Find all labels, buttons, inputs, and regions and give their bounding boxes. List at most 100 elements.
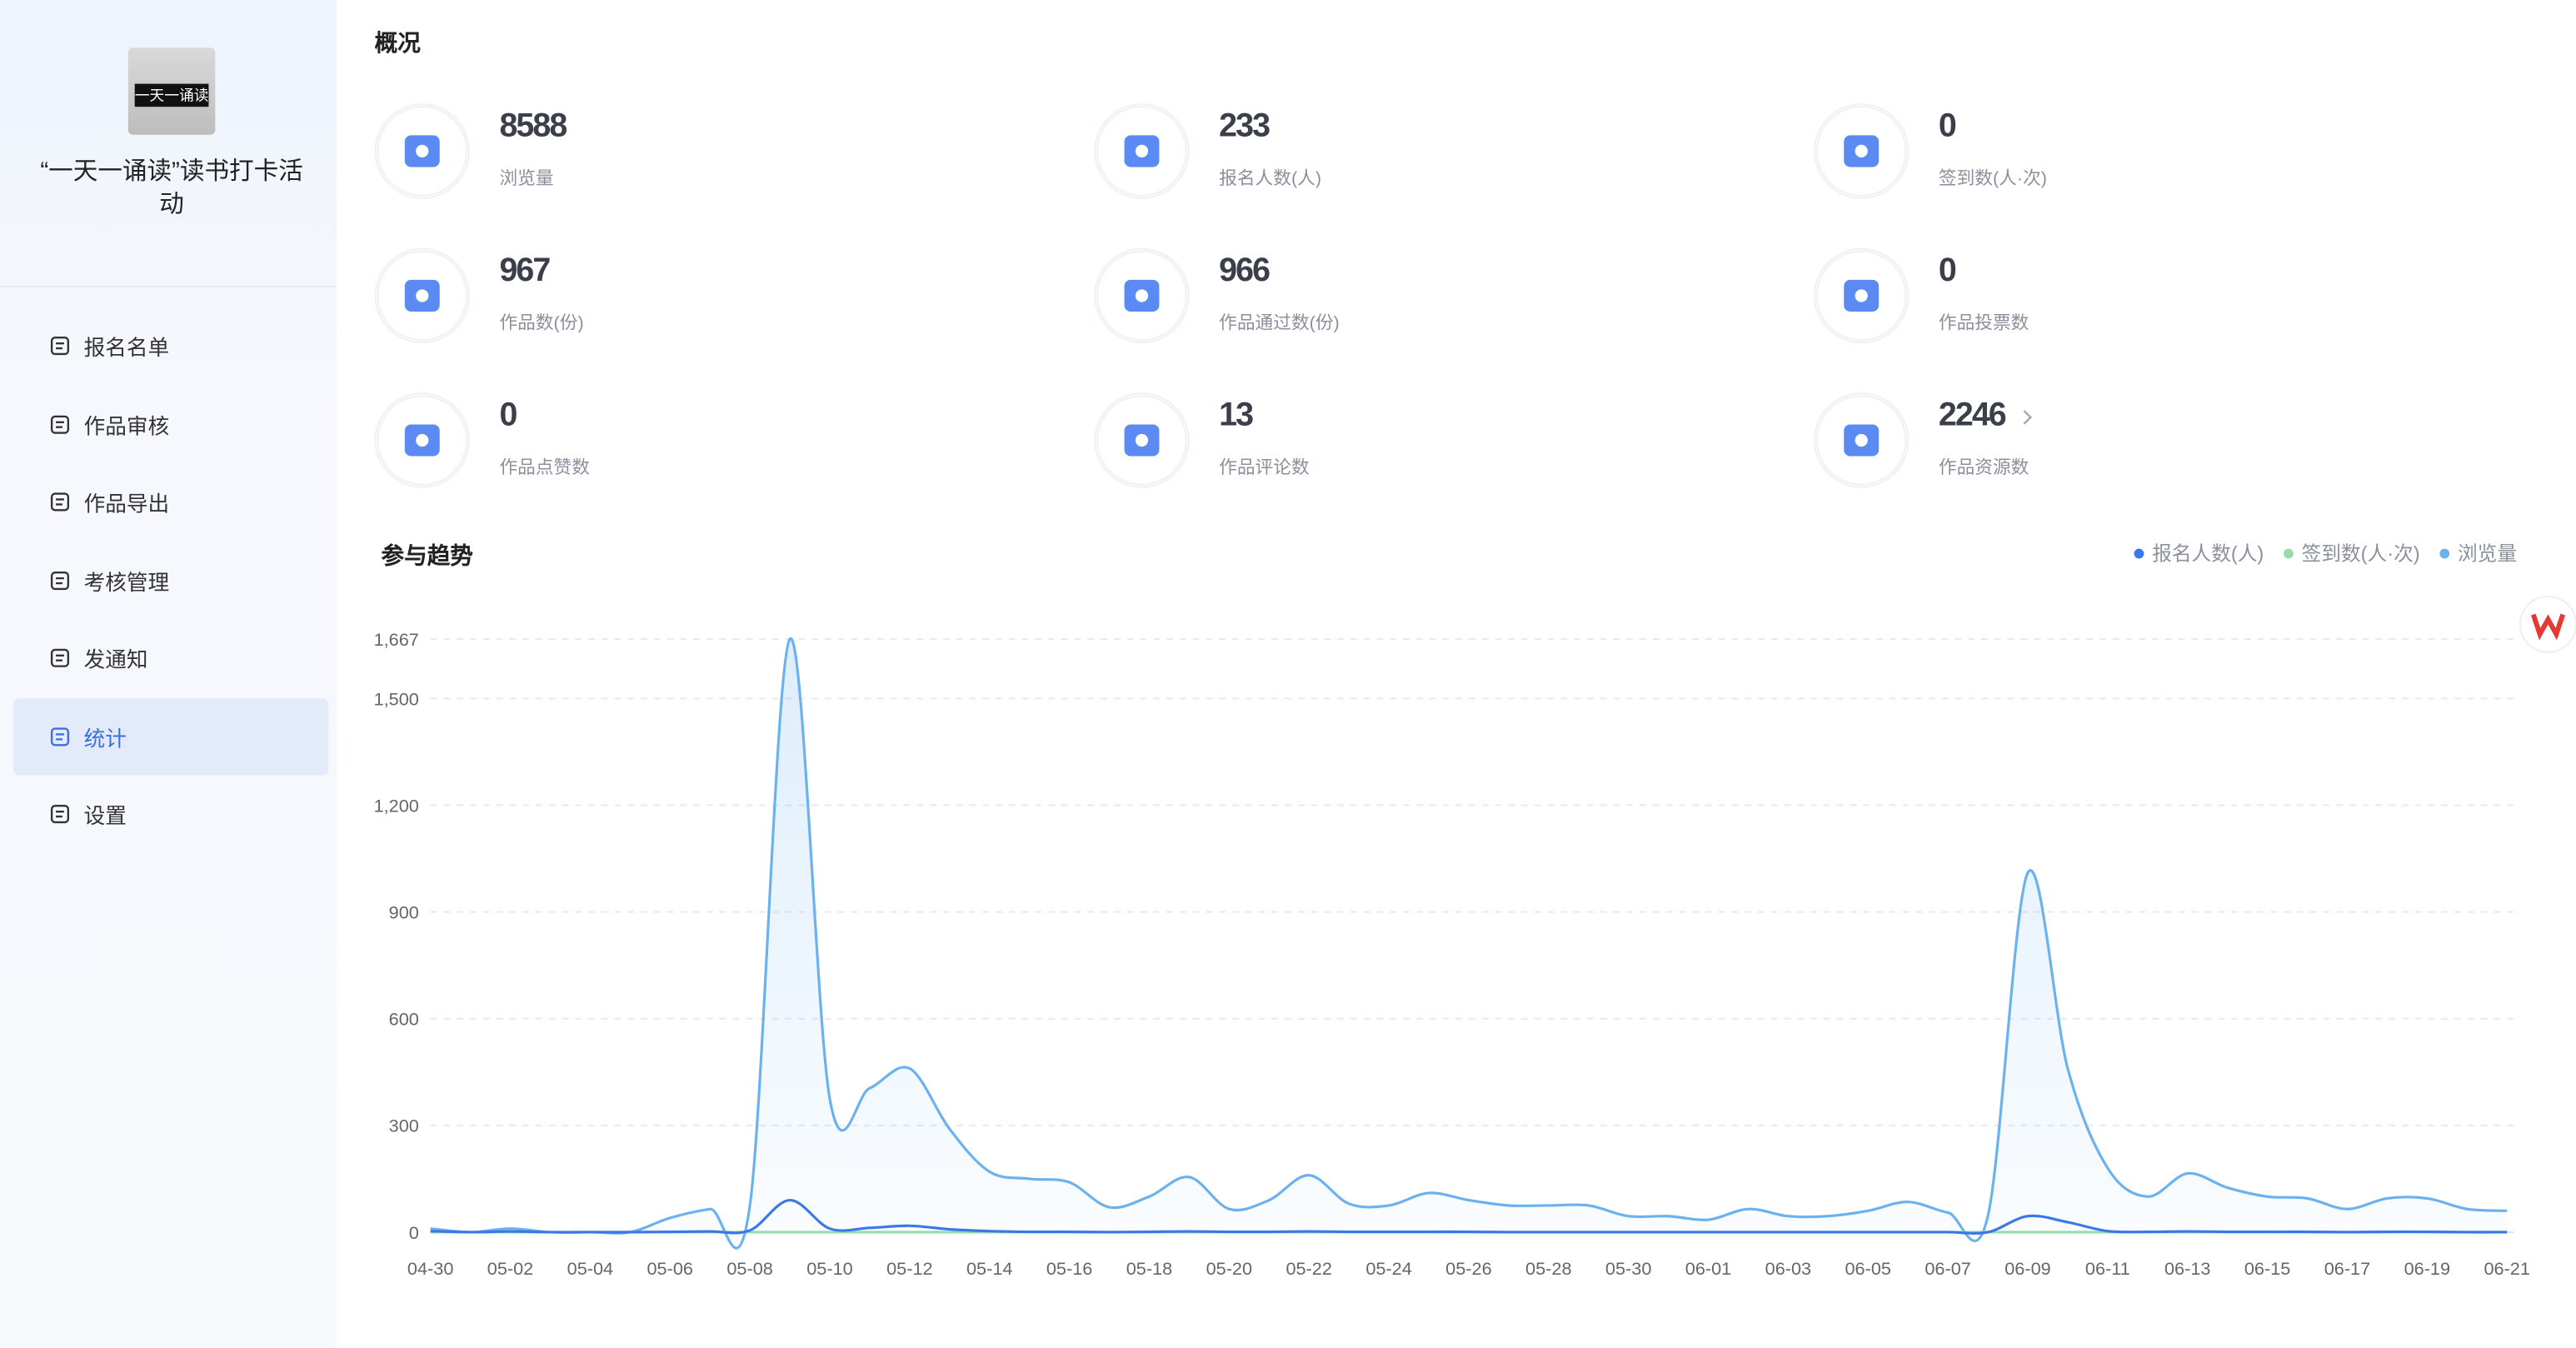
x-tick-label: 06-07 (1925, 1258, 1970, 1279)
stat-card: 0 作品点赞数 (374, 392, 1032, 491)
icon-shape (50, 649, 70, 668)
stat-value: 0 (1938, 252, 1957, 290)
x-tick-label: 05-14 (966, 1258, 1012, 1279)
x-tick-label: 05-30 (1605, 1258, 1651, 1279)
menu-label: 发通知 (83, 647, 148, 673)
floating-tool[interactable] (2517, 592, 2576, 657)
menu-label: 作品审核 (83, 413, 170, 439)
stat-card[interactable]: 2246 作品资源数 (1814, 392, 2471, 491)
logo-text: 一天一诵读 (134, 83, 208, 107)
menu-label: 报名名单 (83, 335, 170, 361)
chart: 0 300 600 900 1,200 1,500 1,667 04-30 05-02 05-04… (374, 629, 2530, 1279)
x-tick-label: 06-19 (2404, 1258, 2450, 1279)
x-tick-label: 06-13 (2164, 1258, 2210, 1279)
stat-label: 作品点赞数 (499, 458, 590, 478)
legend: 报名人数(人) 签到数(人·次) 浏览量 (2114, 539, 2517, 567)
menu: 报名名单作品审核作品导出考核管理发通知统计设置 (12, 307, 329, 854)
legend-label: 报名人数(人) (2152, 542, 2264, 566)
icon-shape (1135, 433, 1149, 447)
stat-icon (1094, 103, 1190, 199)
stat-label: 报名人数(人) (1219, 169, 1322, 189)
x-tick-label: 06-11 (2085, 1258, 2130, 1279)
stat-label: 作品数(份) (499, 313, 584, 334)
x-tick-label: 06-21 (2484, 1258, 2529, 1279)
icon-shape (50, 571, 70, 590)
y-tick-label: 600 (389, 1009, 419, 1030)
x-tick-label: 05-18 (1126, 1258, 1172, 1279)
menu-item[interactable]: 设置 (13, 776, 329, 854)
menu-item[interactable]: 统计 (12, 697, 329, 776)
menu-icon (50, 337, 70, 356)
icon-shape (50, 415, 70, 434)
stat-value: 0 (1938, 108, 1957, 145)
stat-card: 13 作品评论数 (1094, 392, 1751, 491)
stat-label: 作品评论数 (1219, 458, 1310, 478)
x-tick-label: 05-10 (806, 1258, 852, 1279)
icon-shape (1135, 144, 1149, 158)
x-tick-label: 05-22 (1286, 1258, 1331, 1279)
menu-item[interactable]: 考核管理 (13, 542, 329, 620)
chevron (2023, 410, 2033, 425)
icon-shape (416, 289, 429, 302)
stat-card: 0 签到数(人·次) (1814, 103, 2471, 202)
stat-icon (1094, 247, 1190, 344)
menu-icon (50, 805, 70, 824)
line (430, 1198, 2508, 1235)
x-tick-label: 05-12 (886, 1258, 932, 1279)
menu-icon (50, 415, 70, 434)
x-tick-label: 06-03 (1765, 1258, 1811, 1279)
legend-item[interactable]: 报名人数(人) (2134, 539, 2264, 567)
stat-icon (374, 103, 470, 199)
x-tick-label: 06-09 (2004, 1258, 2050, 1279)
menu-item[interactable]: 作品审核 (13, 385, 329, 463)
menu-label: 统计 (83, 726, 127, 751)
stat-icon (1094, 392, 1190, 488)
stat-icon (1814, 247, 1910, 344)
stat-card: 233 报名人数(人) (1094, 103, 1751, 202)
y-tick-label: 0 (409, 1222, 419, 1243)
x-tick-label: 05-28 (1525, 1258, 1571, 1279)
stat-card: 0 作品投票数 (1814, 247, 2471, 347)
area (430, 638, 2508, 1249)
x-tick-label: 05-26 (1445, 1258, 1491, 1279)
stat-label: 浏览量 (499, 169, 554, 189)
stat-card: 966 作品通过数(份) (1094, 247, 1751, 347)
sidebar: 一天一诵读 “一天一诵读”读书打卡活动 报名名单作品审核作品导出考核管理发通知统… (0, 0, 337, 1347)
stat-value: 966 (1219, 252, 1271, 290)
icon-shape (50, 337, 70, 356)
x-tick-label: 06-05 (1845, 1258, 1891, 1279)
stat-value: 233 (1219, 108, 1271, 145)
icon-shape (50, 492, 70, 512)
menu-item[interactable]: 作品导出 (13, 463, 329, 542)
icon-shape (416, 144, 429, 158)
menu-item[interactable]: 报名名单 (13, 307, 329, 386)
legend-swatch (2439, 547, 2450, 558)
menu-label: 作品导出 (83, 492, 170, 517)
icon-shape (50, 805, 70, 824)
menu-item[interactable]: 发通知 (13, 619, 329, 697)
stat-card: 8588 浏览量 (374, 103, 1032, 202)
icon-shape (1855, 289, 1868, 302)
chevron-shape (2023, 410, 2033, 425)
stat-value: 967 (499, 252, 551, 290)
legend-item[interactable]: 签到数(人·次) (2283, 539, 2420, 567)
icon-shape (50, 726, 70, 746)
x-tick-label: 05-08 (726, 1258, 772, 1279)
x-tick-label: 04-30 (407, 1258, 453, 1279)
y-tick-label: 1,200 (374, 795, 419, 816)
x-tick-label: 05-16 (1046, 1258, 1092, 1279)
stat-icon (1814, 103, 1910, 199)
stat-value: 2246 (1938, 397, 2007, 434)
stat-icon (374, 247, 470, 344)
menu-icon (50, 649, 70, 668)
activity-title: “一天一诵读”读书打卡活动 (40, 157, 303, 219)
activity-logo: 一天一诵读 (127, 47, 216, 135)
legend-label: 浏览量 (2457, 542, 2518, 566)
x-tick-label: 05-20 (1206, 1258, 1252, 1279)
legend-swatch (2134, 547, 2144, 558)
divider (0, 286, 337, 288)
stat-card: 967 作品数(份) (374, 247, 1032, 347)
chart-title: 参与趋势 (381, 542, 473, 569)
icon-shape (1135, 289, 1149, 302)
legend-item[interactable]: 浏览量 (2439, 539, 2517, 567)
